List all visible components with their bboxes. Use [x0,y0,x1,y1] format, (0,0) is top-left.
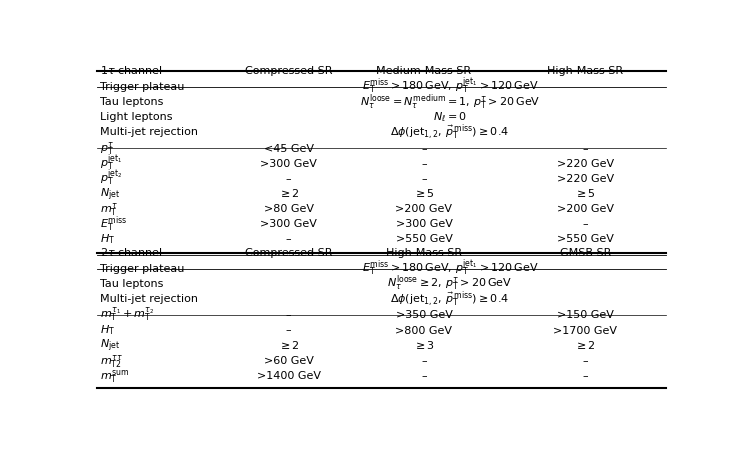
Text: $m_{\mathrm{T}}^{\tau_1} + m_{\mathrm{T}}^{\tau_2}$: $m_{\mathrm{T}}^{\tau_1} + m_{\mathrm{T}… [100,306,155,324]
Text: $E_{\mathrm{T}}^{\mathrm{miss}}$: $E_{\mathrm{T}}^{\mathrm{miss}}$ [100,214,127,234]
Text: >550 GeV: >550 GeV [395,234,452,244]
Text: >60 GeV: >60 GeV [264,356,314,366]
Text: $p_{\mathrm{T}}^{\mathrm{jet_2}}$: $p_{\mathrm{T}}^{\mathrm{jet_2}}$ [100,167,123,188]
Text: $\geq$3: $\geq$3 [413,339,435,351]
Text: $\geq$2: $\geq$2 [278,339,299,351]
Text: >550 GeV: >550 GeV [557,234,614,244]
Text: –: – [286,174,291,184]
Text: 1$\tau$ channel: 1$\tau$ channel [100,64,162,76]
Text: –: – [421,356,426,366]
Text: Trigger plateau: Trigger plateau [100,264,184,274]
Text: Multi-jet rejection: Multi-jet rejection [100,128,198,138]
Text: Tau leptons: Tau leptons [100,97,163,107]
Text: >300 GeV: >300 GeV [260,159,317,169]
Text: Multi-jet rejection: Multi-jet rejection [100,294,198,304]
Text: –: – [583,356,588,366]
Text: $N_{\tau}^{\mathrm{loose}} \geq 2,\, p_{\mathrm{T}}^{\tau} > 20\,\mathrm{GeV}$: $N_{\tau}^{\mathrm{loose}} \geq 2,\, p_{… [387,274,513,293]
Text: Compressed SR: Compressed SR [245,248,332,258]
Text: Tau leptons: Tau leptons [100,279,163,289]
Text: GMSB SR: GMSB SR [559,248,611,258]
Text: –: – [583,143,588,154]
Text: $p_{\mathrm{T}}^{\mathrm{jet_1}}$: $p_{\mathrm{T}}^{\mathrm{jet_1}}$ [100,152,123,173]
Text: –: – [286,234,291,244]
Text: >80 GeV: >80 GeV [264,204,314,214]
Text: –: – [421,371,426,381]
Text: <45 GeV: <45 GeV [264,143,314,154]
Text: 2$\tau$ channel: 2$\tau$ channel [100,246,162,258]
Text: $\geq$5: $\geq$5 [574,187,596,199]
Text: $\geq$2: $\geq$2 [278,187,299,199]
Text: Light leptons: Light leptons [100,112,172,122]
Text: –: – [286,310,291,320]
Text: $m_{\mathrm{T}}^{\tau}$: $m_{\mathrm{T}}^{\tau}$ [100,201,118,218]
Text: $m_{\mathrm{T2}}^{\tau\tau}$: $m_{\mathrm{T2}}^{\tau\tau}$ [100,353,123,370]
Text: $N_{\mathrm{jet}}$: $N_{\mathrm{jet}}$ [100,338,120,355]
Text: >1700 GeV: >1700 GeV [554,325,617,335]
Text: >350 GeV: >350 GeV [395,310,452,320]
Text: –: – [286,325,291,335]
Text: High-Mass SR: High-Mass SR [386,248,462,258]
Text: >300 GeV: >300 GeV [395,219,452,229]
Text: >200 GeV: >200 GeV [557,204,614,214]
Text: –: – [421,174,426,184]
Text: >220 GeV: >220 GeV [557,159,614,169]
Text: $H_{\mathrm{T}}$: $H_{\mathrm{T}}$ [100,324,115,337]
Text: $\geq$2: $\geq$2 [574,339,596,351]
Text: –: – [583,371,588,381]
Text: $p_{\mathrm{T}}^{\tau}$: $p_{\mathrm{T}}^{\tau}$ [100,140,114,157]
Text: $\geq$5: $\geq$5 [413,187,435,199]
Text: $N_{\tau}^{\mathrm{loose}} = N_{\tau}^{\mathrm{medium}} = 1,\, p_{\mathrm{T}}^{\: $N_{\tau}^{\mathrm{loose}} = N_{\tau}^{\… [360,92,540,112]
Text: Medium-Mass SR: Medium-Mass SR [377,66,472,76]
Text: High-Mass SR: High-Mass SR [547,66,623,76]
Text: $\Delta\phi(\mathrm{jet}_{1,2},\,\vec{p}_{\mathrm{T}}^{\,\mathrm{miss}}) \geq 0.: $\Delta\phi(\mathrm{jet}_{1,2},\,\vec{p}… [390,122,510,142]
Text: –: – [421,143,426,154]
Text: >150 GeV: >150 GeV [557,310,614,320]
Text: $E_{\mathrm{T}}^{\mathrm{miss}} > 180\,\mathrm{GeV},\, p_{\mathrm{T}}^{\mathrm{j: $E_{\mathrm{T}}^{\mathrm{miss}} > 180\,\… [362,76,538,96]
Text: >220 GeV: >220 GeV [557,174,614,184]
Text: $\Delta\phi(\mathrm{jet}_{1,2},\,\vec{p}_{\mathrm{T}}^{\,\mathrm{miss}}) \geq 0.: $\Delta\phi(\mathrm{jet}_{1,2},\,\vec{p}… [390,289,510,308]
Text: Compressed SR: Compressed SR [245,66,332,76]
Text: $E_{\mathrm{T}}^{\mathrm{miss}} > 180\,\mathrm{GeV},\, p_{\mathrm{T}}^{\mathrm{j: $E_{\mathrm{T}}^{\mathrm{miss}} > 180\,\… [362,258,538,278]
Text: –: – [583,219,588,229]
Text: $m_{\mathrm{T}}^{\mathrm{sum}}$: $m_{\mathrm{T}}^{\mathrm{sum}}$ [100,368,129,385]
Text: >1400 GeV: >1400 GeV [256,371,321,381]
Text: >200 GeV: >200 GeV [395,204,452,214]
Text: $N_\ell = 0$: $N_\ell = 0$ [433,110,467,124]
Text: >800 GeV: >800 GeV [395,325,452,335]
Text: $H_{\mathrm{T}}$: $H_{\mathrm{T}}$ [100,233,115,246]
Text: –: – [421,159,426,169]
Text: $N_{\mathrm{jet}}$: $N_{\mathrm{jet}}$ [100,186,120,203]
Text: Trigger plateau: Trigger plateau [100,82,184,92]
Text: >300 GeV: >300 GeV [260,219,317,229]
